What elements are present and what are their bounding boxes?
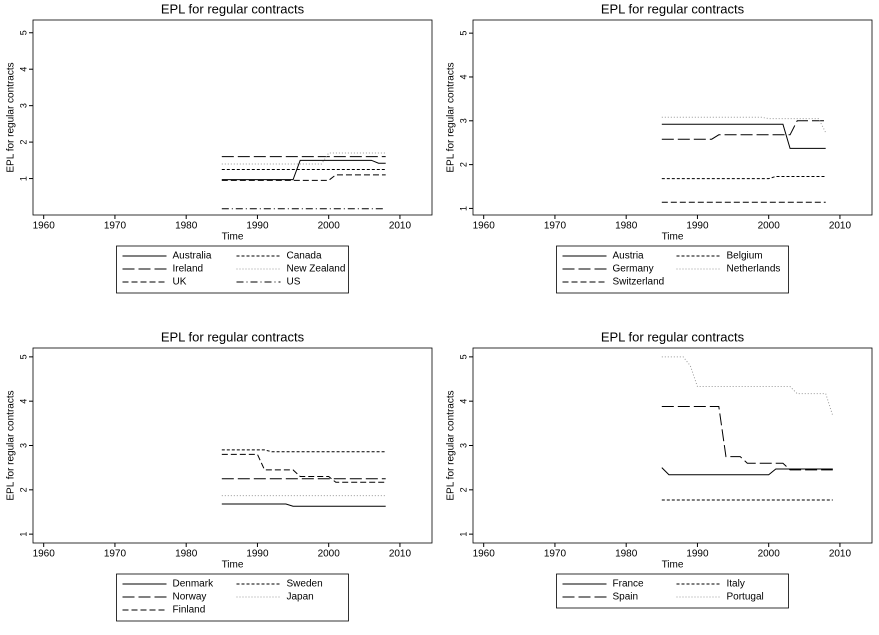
x-tick-label: 2000 — [758, 221, 781, 232]
legend-label: Finland — [173, 605, 206, 616]
legend-label: Denmark — [173, 579, 215, 590]
plot-frame — [32, 347, 433, 544]
series-line — [661, 120, 826, 140]
panel: EPL for regular contracts 1 2 3 4 5 1960 1970 19… — [446, 329, 873, 609]
x-tick-label: 2010 — [389, 549, 412, 560]
x-tick-label: 1960 — [473, 221, 496, 232]
x-tick-label: 1990 — [686, 549, 709, 560]
panel: EPL for regular contracts 1 2 3 4 5 1960 1970 19… — [446, 1, 873, 294]
legend-label: UK — [173, 277, 187, 288]
y-tick-label: 1 — [18, 532, 28, 537]
y-tick-label: 4 — [458, 74, 468, 79]
y-tick-label: 2 — [18, 140, 28, 145]
x-tick-label: 1960 — [33, 221, 56, 232]
series-line — [221, 159, 386, 181]
legend-label: Canada — [287, 251, 322, 262]
x-tick-label: 1990 — [686, 221, 709, 232]
legend-label: Belgium — [727, 251, 763, 262]
legend-label: Sweden — [287, 579, 323, 590]
series-line — [221, 174, 386, 181]
y-tick-label: 2 — [18, 487, 28, 492]
x-axis-label: Time — [222, 560, 244, 571]
y-tick-label: 1 — [18, 176, 28, 181]
y-tick-label: 3 — [458, 118, 468, 123]
y-tick-label: 4 — [18, 67, 28, 72]
y-tick-label: 3 — [18, 103, 28, 108]
y-tick-label: 2 — [458, 487, 468, 492]
legend-label: Ireland — [173, 264, 204, 275]
y-tick-label: 4 — [458, 399, 468, 404]
legend-label: Netherlands — [727, 264, 781, 275]
x-tick-label: 1970 — [104, 221, 127, 232]
legend-label: Italy — [727, 579, 745, 590]
x-tick-label: 2010 — [829, 549, 852, 560]
x-tick-label: 1990 — [246, 221, 269, 232]
plot-frame — [32, 19, 433, 216]
x-tick-label: 1970 — [104, 549, 127, 560]
legend-label: France — [613, 579, 645, 590]
x-axis-label: Time — [662, 232, 684, 243]
panel: EPL for regular contracts 1 2 3 4 5 1960 1970 19… — [6, 329, 433, 622]
x-tick-label: 1980 — [175, 221, 198, 232]
series-line — [661, 123, 826, 149]
legend-label: Australia — [173, 251, 212, 262]
x-axis-label: Time — [662, 560, 684, 571]
x-tick-label: 1980 — [175, 549, 198, 560]
chart-title: EPL for regular contracts — [601, 1, 745, 16]
y-axis-label: EPL for regular contracts — [446, 62, 457, 172]
legend-label: New Zealand — [287, 264, 346, 275]
legend-label: Norway — [173, 592, 207, 603]
y-tick-label: 1 — [458, 206, 468, 211]
y-axis-label: EPL for regular contracts — [6, 390, 17, 500]
x-tick-label: 1980 — [615, 221, 638, 232]
x-tick-label: 2010 — [829, 221, 852, 232]
y-tick-label: 1 — [458, 532, 468, 537]
x-tick-label: 1960 — [33, 549, 56, 560]
series-line — [221, 449, 386, 453]
x-axis-label: Time — [222, 232, 244, 243]
plot-frame — [472, 19, 873, 216]
x-tick-label: 2000 — [318, 221, 341, 232]
y-axis-label: EPL for regular contracts — [6, 62, 17, 172]
y-tick-label: 4 — [18, 399, 28, 404]
x-tick-label: 1990 — [246, 549, 269, 560]
series-line — [661, 467, 833, 476]
legend-label: Austria — [613, 251, 645, 262]
legend-label: Switzerland — [613, 277, 665, 288]
legend — [556, 573, 789, 609]
chart-title: EPL for regular contracts — [161, 1, 305, 16]
legend-label: Japan — [287, 592, 314, 603]
y-tick-label: 5 — [18, 354, 28, 359]
chart-title: EPL for regular contracts — [601, 329, 745, 344]
chart-title: EPL for regular contracts — [161, 329, 305, 344]
x-tick-label: 1970 — [544, 549, 567, 560]
x-tick-label: 2000 — [758, 549, 781, 560]
x-tick-label: 1970 — [544, 221, 567, 232]
series-line — [661, 175, 826, 180]
legend-label: Spain — [613, 592, 639, 603]
series-line — [221, 503, 386, 507]
y-tick-label: 3 — [18, 443, 28, 448]
x-tick-label: 2000 — [318, 549, 341, 560]
legend-label: Portugal — [727, 592, 764, 603]
y-tick-label: 2 — [458, 162, 468, 167]
legend-label: US — [287, 277, 301, 288]
series-line — [221, 453, 386, 483]
y-tick-label: 3 — [458, 443, 468, 448]
series-line — [661, 406, 833, 471]
y-axis-label: EPL for regular contracts — [446, 390, 457, 500]
x-tick-label: 1960 — [473, 549, 496, 560]
plot-frame — [472, 347, 873, 544]
series-line — [221, 152, 386, 165]
y-tick-label: 5 — [18, 30, 28, 35]
y-tick-label: 5 — [458, 31, 468, 36]
x-tick-label: 2010 — [389, 221, 412, 232]
x-tick-label: 1980 — [615, 549, 638, 560]
y-tick-label: 5 — [458, 354, 468, 359]
legend-label: Germany — [613, 264, 654, 275]
series-line — [661, 116, 827, 133]
